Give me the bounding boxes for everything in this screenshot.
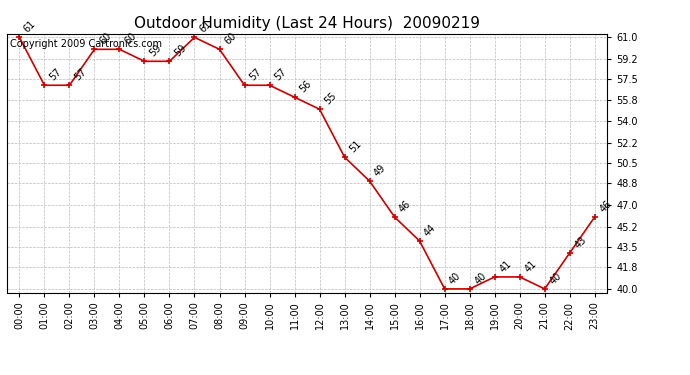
- Text: 57: 57: [273, 67, 288, 82]
- Text: 41: 41: [497, 258, 513, 274]
- Text: 40: 40: [447, 270, 463, 286]
- Text: Copyright 2009 Cartronics.com: Copyright 2009 Cartronics.com: [10, 39, 162, 49]
- Text: 40: 40: [473, 270, 488, 286]
- Text: 60: 60: [222, 31, 238, 46]
- Text: 59: 59: [172, 43, 188, 58]
- Text: 61: 61: [197, 19, 213, 34]
- Text: 59: 59: [147, 43, 163, 58]
- Text: 43: 43: [573, 234, 588, 250]
- Text: 57: 57: [47, 67, 63, 82]
- Text: 60: 60: [122, 31, 138, 46]
- Text: 56: 56: [297, 79, 313, 94]
- Text: 60: 60: [97, 31, 113, 46]
- Text: 46: 46: [397, 198, 413, 214]
- Text: 40: 40: [547, 270, 563, 286]
- Text: 41: 41: [522, 258, 538, 274]
- Text: 57: 57: [72, 67, 88, 82]
- Text: 46: 46: [598, 198, 613, 214]
- Text: 61: 61: [22, 19, 38, 34]
- Text: 49: 49: [373, 163, 388, 178]
- Text: 51: 51: [347, 138, 363, 154]
- Text: 57: 57: [247, 67, 263, 82]
- Text: 55: 55: [322, 90, 338, 106]
- Title: Outdoor Humidity (Last 24 Hours)  20090219: Outdoor Humidity (Last 24 Hours) 2009021…: [134, 16, 480, 31]
- Text: 44: 44: [422, 222, 438, 238]
